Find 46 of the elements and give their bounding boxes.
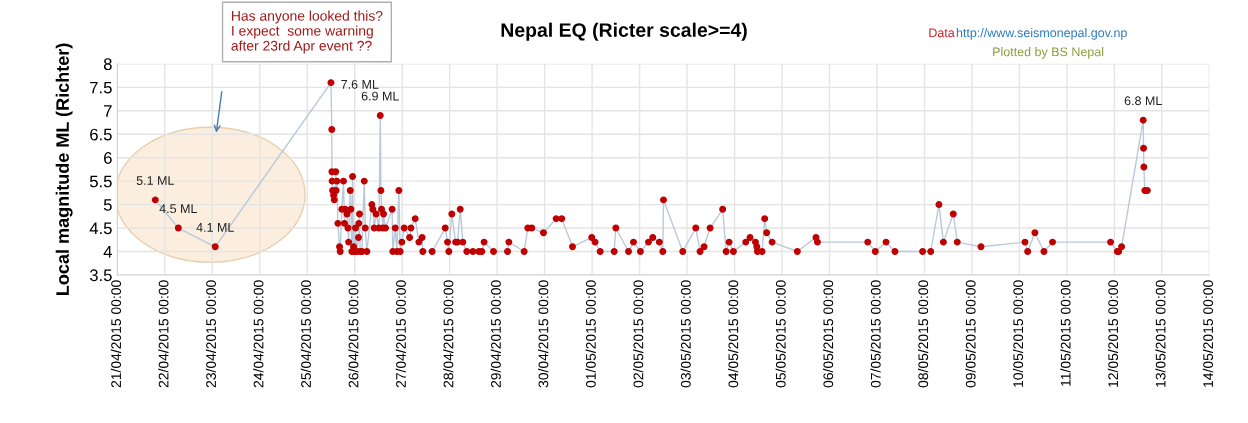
x-tick-label: 29/04/2015 00:00 bbox=[490, 280, 501, 388]
text: Data bbox=[929, 28, 955, 38]
x-tick-label: 21/04/2015 00:00 bbox=[110, 280, 122, 388]
x-tick-label: 09/05/2015 00:00 bbox=[965, 280, 976, 388]
x-tick-label: 03/05/2015 00:00 bbox=[680, 280, 691, 388]
y-tick-label: 7 bbox=[104, 105, 112, 117]
x-tick-label: 02/05/2015 00:00 bbox=[633, 280, 644, 388]
text: Has anyone looked this? I expect some warning after 23rd Apr event ?? bbox=[231, 10, 383, 54]
x-tick-label: 14/05/2015 00:00 bbox=[1202, 280, 1214, 387]
y-tick-label: 5 bbox=[103, 199, 112, 211]
x-tick-label: 25/04/2015 00:00 bbox=[300, 280, 311, 388]
y-tick-label: 4 bbox=[103, 246, 112, 258]
x-tick-label: 12/05/2015 00:00 bbox=[1107, 280, 1119, 387]
x-tick-label: 04/05/2015 00:00 bbox=[728, 280, 739, 388]
annotation: 4.1 ML bbox=[196, 223, 234, 232]
x-tick-label: 24/04/2015 00:00 bbox=[253, 280, 264, 388]
y-tick-label: 5.5 bbox=[89, 175, 112, 188]
annotation: 7.6 ML bbox=[341, 79, 379, 89]
x-tick-label: 13/05/2015 00:00 bbox=[1155, 280, 1166, 387]
y-tick-label: 7.5 bbox=[90, 81, 112, 94]
x-tick-label: 11/05/2015 00:00 bbox=[1060, 280, 1071, 386]
x-tick-label: 28/04/2015 00:00 bbox=[443, 280, 454, 388]
x-tick-label: 26/04/2015 00:00 bbox=[348, 280, 359, 388]
x-tick-label: 27/04/2015 00:00 bbox=[395, 280, 406, 388]
y-axis-title: Local magnitude ML (Richter) bbox=[55, 43, 73, 295]
annotation: 4.5 ML bbox=[159, 204, 197, 214]
x-tick-label: 23/04/2015 00:00 bbox=[205, 280, 216, 388]
x-tick-label: 10/05/2015 00:00 bbox=[1012, 280, 1024, 387]
y-tick-label: 3.5 bbox=[89, 269, 112, 282]
x-tick-label: 05/05/2015 00:00 bbox=[775, 280, 786, 388]
chart-title: Nepal EQ (Ricter scale>=4) bbox=[501, 22, 747, 41]
annotation: 6.8 ML bbox=[1124, 96, 1162, 106]
x-tick-label: 07/05/2015 00:00 bbox=[870, 280, 881, 388]
text: http://www.seismonepal.gov.np bbox=[956, 28, 1127, 40]
x-tick-label: 22/04/2015 00:00 bbox=[158, 280, 169, 388]
x-tick-label: 08/05/2015 00:00 bbox=[917, 280, 929, 388]
y-tick-label: 6 bbox=[104, 152, 112, 164]
annotation: 5.1 ML bbox=[136, 176, 174, 185]
text: Plotted by BS Nepal bbox=[993, 47, 1104, 59]
x-tick-label: 01/05/2015 00:00 bbox=[585, 280, 596, 388]
y-tick-label: 8 bbox=[103, 58, 112, 71]
x-tick-label: 30/04/2015 00:00 bbox=[538, 280, 549, 388]
y-tick-label: 4.5 bbox=[89, 222, 112, 235]
annotation: 6.9 ML bbox=[361, 91, 399, 101]
y-tick-label: 6.5 bbox=[90, 128, 112, 141]
x-tick-label: 06/05/2015 00:00 bbox=[823, 280, 834, 388]
